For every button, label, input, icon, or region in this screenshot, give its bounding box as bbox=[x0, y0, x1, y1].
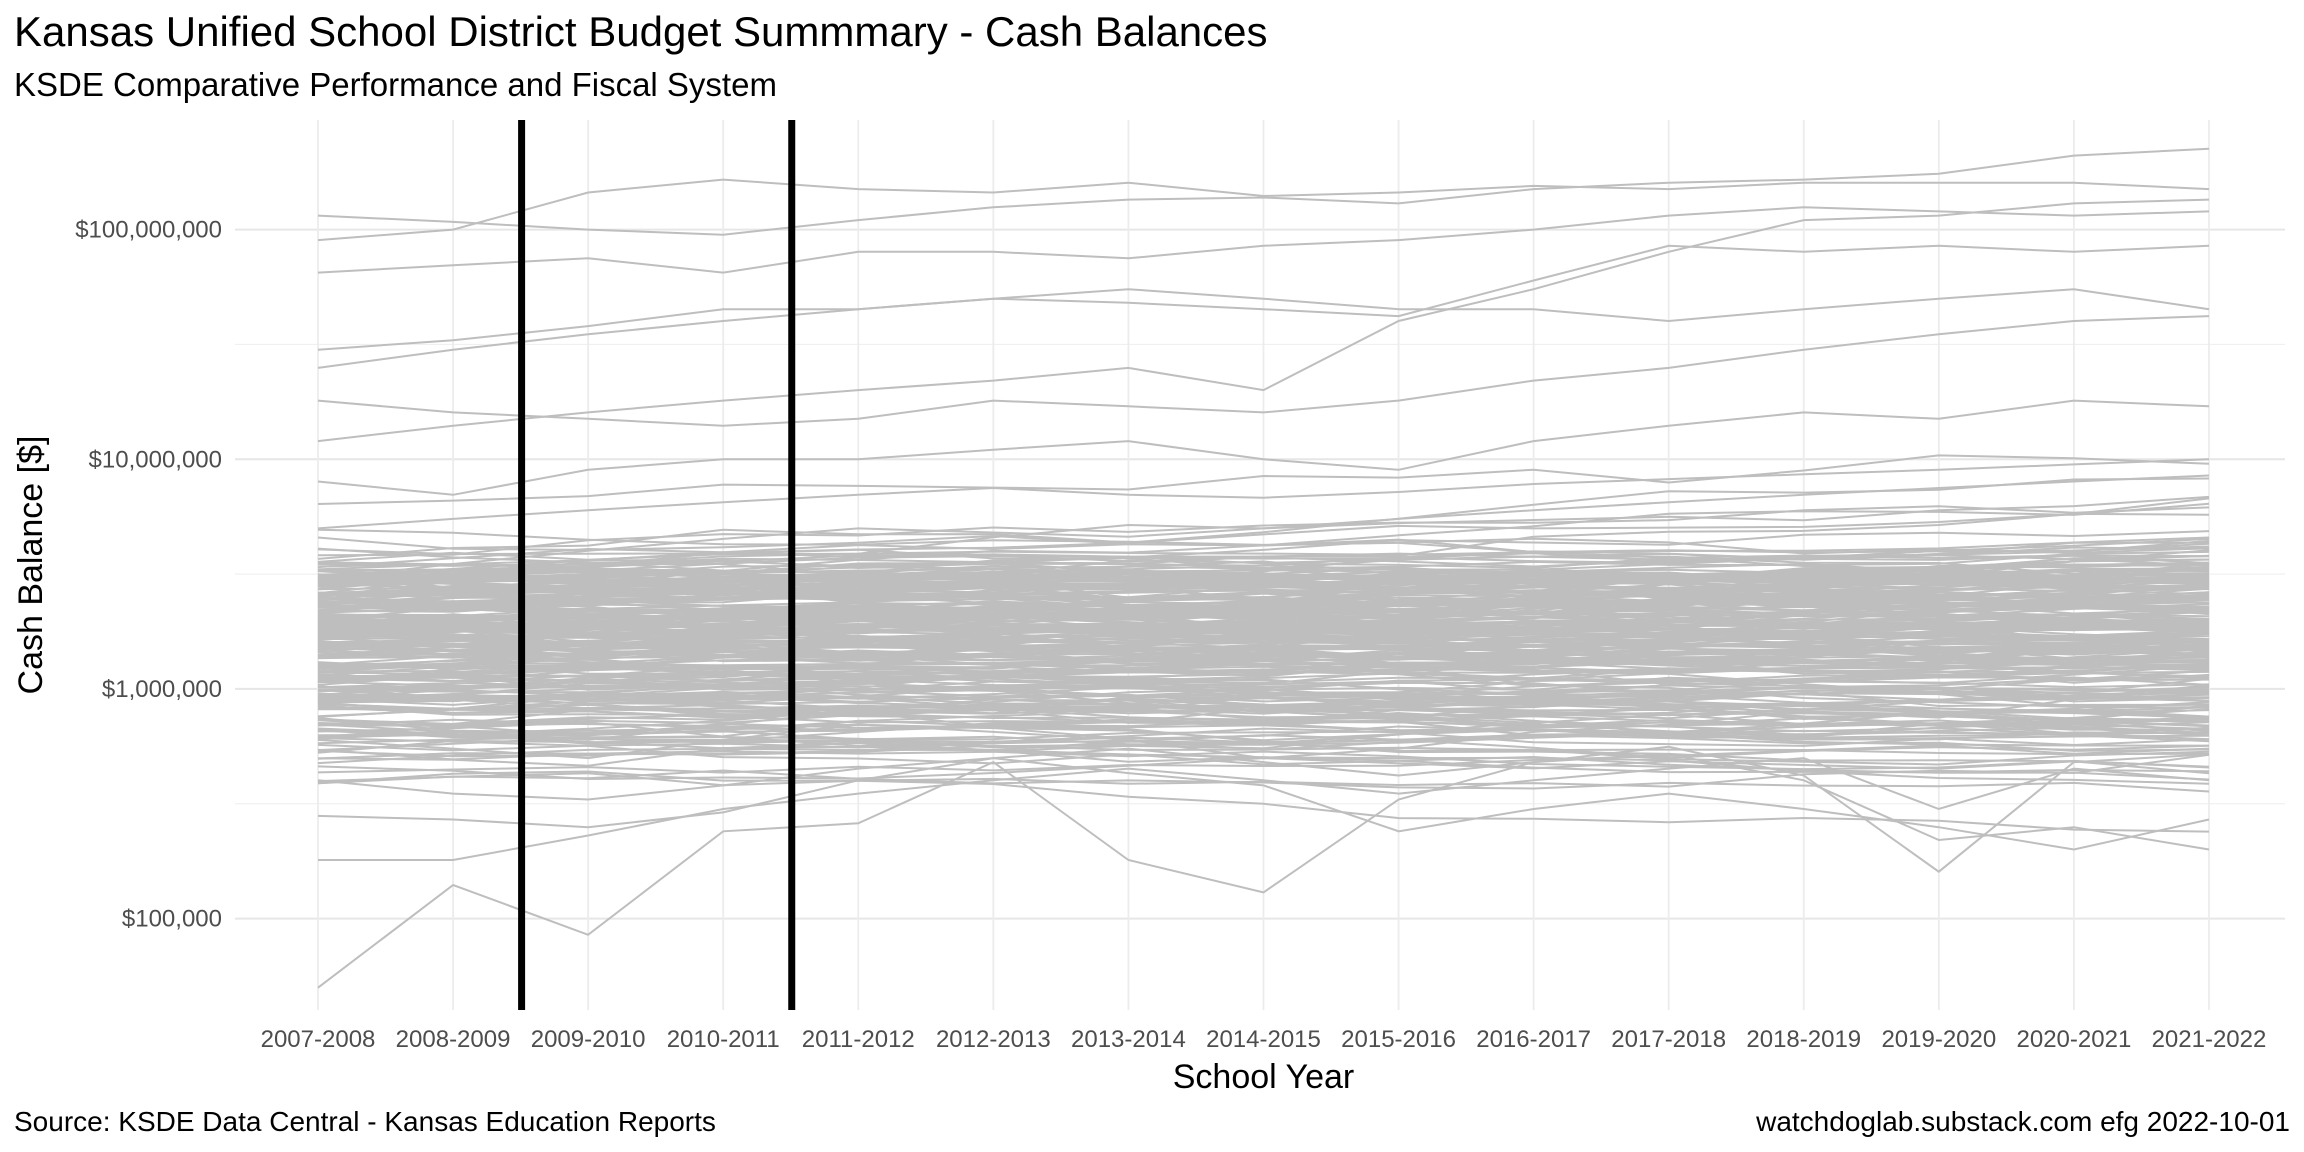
district-series-lines bbox=[317, 147, 2210, 989]
district-series-line bbox=[317, 474, 2210, 581]
district-series-line bbox=[317, 669, 2210, 741]
x-tick-label: 2008-2009 bbox=[396, 1026, 511, 1053]
district-series-line bbox=[317, 645, 2210, 665]
district-series-line bbox=[317, 747, 2210, 851]
y-axis-title: Cash Balance [$] bbox=[12, 436, 50, 695]
chart-title: Kansas Unified School District Budget Su… bbox=[14, 8, 1268, 55]
x-tick-label: 2015-2016 bbox=[1341, 1026, 1456, 1053]
district-series-line bbox=[317, 707, 2210, 738]
district-series-line bbox=[317, 554, 2210, 650]
district-series-line bbox=[317, 206, 2210, 274]
district-series-line bbox=[317, 673, 2210, 702]
district-series-line bbox=[317, 582, 2210, 629]
district-series-line bbox=[317, 178, 2210, 242]
district-series-line bbox=[317, 399, 2210, 496]
district-series-line bbox=[317, 720, 2210, 748]
district-series-line bbox=[317, 719, 2210, 758]
district-series-line bbox=[317, 550, 2210, 586]
district-series-line bbox=[317, 692, 2210, 719]
district-series-line bbox=[317, 660, 2210, 684]
district-series-line bbox=[317, 454, 2210, 505]
y-tick-label: $10,000,000 bbox=[89, 446, 222, 473]
district-series-line bbox=[317, 244, 2210, 351]
x-tick-label: 2007-2008 bbox=[261, 1026, 376, 1053]
district-series-line bbox=[317, 458, 2210, 530]
x-tick-label: 2019-2020 bbox=[1881, 1026, 1996, 1053]
district-series-line bbox=[317, 590, 2210, 614]
y-tick-label: $100,000 bbox=[122, 906, 222, 933]
district-series-line bbox=[317, 639, 2210, 667]
x-tick-label: 2011-2012 bbox=[802, 1026, 915, 1053]
x-tick-label: 2013-2014 bbox=[1071, 1026, 1186, 1053]
district-series-line bbox=[317, 288, 2210, 369]
district-series-line bbox=[317, 505, 2210, 557]
district-series-line bbox=[317, 745, 2210, 989]
district-series-line bbox=[317, 670, 2210, 721]
district-series-line bbox=[317, 569, 2210, 598]
x-tick-label: 2020-2021 bbox=[2017, 1026, 2132, 1053]
chart-subtitle: KSDE Comparative Performance and Fiscal … bbox=[14, 66, 777, 103]
y-axis-ticks: $100,000 $1,000,000 $10,000,000 $100,000,00… bbox=[75, 217, 222, 933]
district-series-line bbox=[317, 687, 2210, 760]
x-tick-label: 2018-2019 bbox=[1746, 1026, 1861, 1053]
reference-lines bbox=[518, 120, 796, 1010]
district-series-line bbox=[317, 537, 2210, 607]
district-series-line bbox=[317, 147, 2210, 236]
district-series-line bbox=[317, 629, 2210, 701]
x-tick-label: 2021-2022 bbox=[2152, 1026, 2267, 1053]
district-series-line bbox=[317, 530, 2210, 579]
district-series-line bbox=[317, 575, 2210, 644]
district-series-line bbox=[317, 753, 2210, 788]
x-tick-label: 2017-2018 bbox=[1611, 1026, 1726, 1053]
district-series-line bbox=[317, 620, 2210, 646]
x-tick-label: 2016-2017 bbox=[1476, 1026, 1591, 1053]
district-series-line bbox=[318, 757, 2210, 861]
district-series-line bbox=[317, 622, 2210, 642]
x-tick-label: 2009-2010 bbox=[531, 1026, 646, 1053]
x-tick-label: 2014-2015 bbox=[1206, 1026, 1321, 1053]
x-tick-label: 2010-2011 bbox=[667, 1026, 780, 1053]
district-series-line bbox=[317, 744, 2210, 774]
y-tick-label: $100,000,000 bbox=[75, 217, 222, 244]
source-caption: Source: KSDE Data Central - Kansas Educa… bbox=[14, 1106, 716, 1137]
district-series-line bbox=[317, 703, 2210, 729]
credit-caption: watchdoglab.substack.com efg 2022-10-01 bbox=[1756, 1106, 2290, 1137]
x-axis-ticks: 2007-2008 2008-2009 2009-2010 2010-2011 2011… bbox=[261, 1026, 2267, 1053]
district-series-line bbox=[317, 548, 2210, 575]
district-series-line bbox=[317, 198, 2210, 443]
district-series-line bbox=[317, 644, 2210, 670]
x-tick-label: 2012-2013 bbox=[936, 1026, 1051, 1053]
district-series-line bbox=[317, 603, 2210, 625]
district-series-line bbox=[317, 587, 2210, 635]
district-series-line bbox=[317, 315, 2210, 427]
y-tick-label: $1,000,000 bbox=[102, 676, 222, 703]
district-series-line bbox=[317, 731, 2210, 752]
x-axis-title: School Year bbox=[1173, 1058, 1355, 1096]
district-series-line bbox=[317, 694, 2210, 741]
district-series-line bbox=[317, 640, 2210, 667]
district-series-line bbox=[317, 636, 2210, 662]
district-series-line bbox=[317, 677, 2210, 744]
